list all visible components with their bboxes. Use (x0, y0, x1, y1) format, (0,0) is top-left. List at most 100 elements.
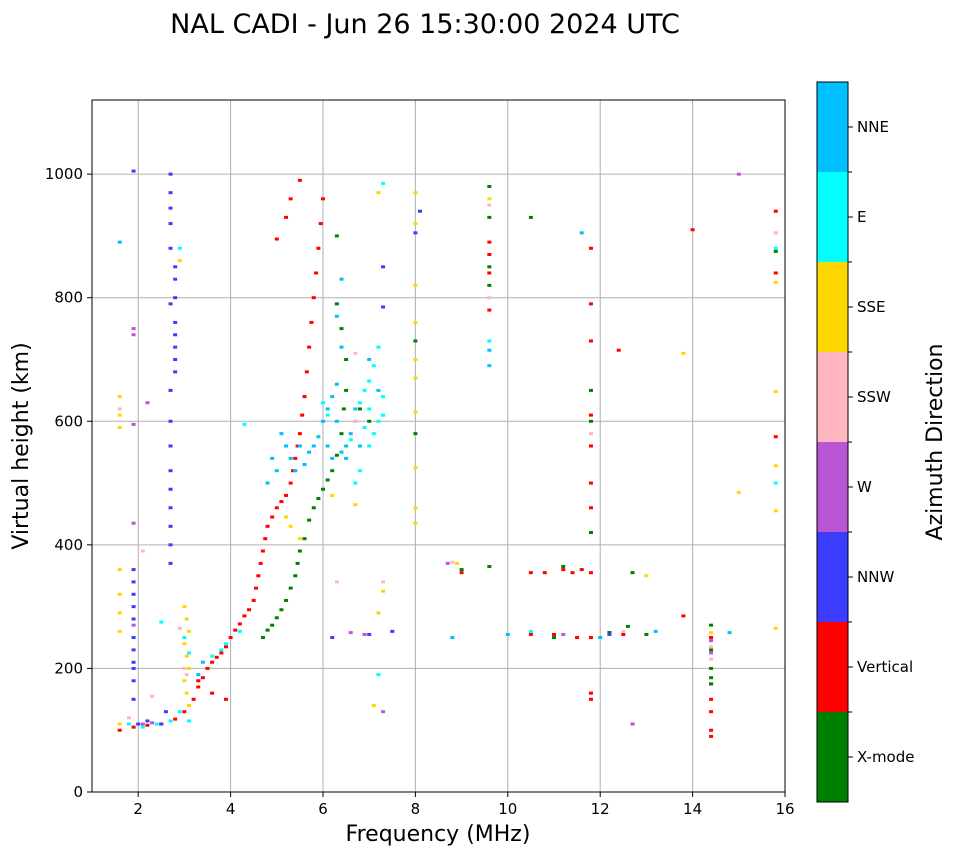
data-point-nne (344, 444, 349, 448)
data-point-vertical (588, 246, 593, 250)
data-point-sse (177, 259, 182, 263)
data-point-sse (413, 466, 418, 470)
data-point-e (126, 722, 131, 726)
data-point-w (445, 561, 450, 565)
x-axis-label: Frequency (MHz) (346, 822, 531, 847)
data-point-sse (184, 654, 189, 658)
data-point-sse (187, 704, 192, 707)
x-tick-label: 2 (133, 800, 143, 818)
data-point-x-mode (487, 564, 492, 568)
data-point-vertical (528, 632, 533, 636)
data-point-x-mode (279, 608, 284, 612)
data-point-sse (117, 629, 122, 633)
data-point-vertical (487, 308, 492, 312)
data-point-x-mode (325, 478, 330, 482)
y-tick-label: 0 (73, 783, 83, 801)
data-point-sse (773, 464, 778, 468)
colorbar-segment-nnw (817, 532, 848, 622)
data-point-nne (274, 469, 279, 473)
data-point-e (381, 395, 386, 399)
data-point-vertical (773, 209, 778, 213)
colorbar-tick-label: SSE (857, 298, 886, 316)
data-point-x-mode (334, 453, 339, 457)
data-point-sse (330, 493, 335, 497)
data-point-x-mode (260, 636, 265, 640)
data-point-vertical (200, 676, 205, 680)
data-point-w (150, 721, 155, 725)
data-point-nnw (168, 561, 173, 565)
data-point-x-mode (552, 636, 556, 640)
data-point-sse (413, 376, 418, 380)
data-point-x-mode (339, 432, 344, 436)
data-point-nnw (168, 172, 173, 176)
data-point-sse (381, 589, 386, 593)
data-point-sse (413, 191, 418, 195)
data-point-e (187, 719, 192, 723)
data-point-vertical (279, 500, 284, 504)
data-point-nnw (163, 710, 168, 714)
plot-background (92, 100, 785, 792)
data-point-sse (413, 506, 418, 510)
data-point-nnw (168, 487, 173, 491)
data-point-nne (325, 407, 330, 411)
data-point-vertical (205, 666, 210, 670)
data-point-e (321, 401, 325, 405)
data-point-sse (288, 524, 293, 528)
axis-ticks: 2 4 6 8 10 12 14 16 0 200 400 600 800 1000 (45, 165, 795, 818)
data-point-vertical (260, 549, 265, 553)
data-point-vertical (251, 598, 256, 602)
data-point-e (381, 413, 386, 417)
data-point-vertical (487, 271, 492, 275)
data-point-vertical (616, 348, 621, 352)
data-point-x-mode (487, 215, 492, 219)
data-point-nne (307, 450, 312, 454)
colorbar-tick-label: NNE (857, 118, 889, 136)
data-point-x-mode (297, 549, 302, 553)
data-point-vertical (575, 636, 580, 640)
data-point-vertical (300, 413, 305, 417)
data-point-x-mode (487, 265, 492, 269)
data-point-e (357, 401, 362, 405)
data-point-vertical (297, 178, 302, 182)
colorbar-tick-label: SSW (857, 388, 891, 406)
data-point-e (154, 722, 159, 726)
data-point-nne (505, 632, 510, 636)
data-point-vertical (237, 622, 242, 626)
data-point-w (145, 401, 150, 405)
data-point-nnw (131, 605, 136, 609)
data-point-x-mode (274, 616, 279, 620)
data-point-nnw (131, 592, 136, 596)
data-marks (117, 169, 778, 738)
x-tick-label: 12 (591, 800, 610, 818)
data-point-w (709, 639, 714, 643)
y-tick-label: 600 (54, 412, 83, 430)
data-point-nne (339, 277, 344, 281)
data-point-e (177, 710, 182, 714)
data-point-x-mode (413, 432, 418, 436)
data-point-nnw (131, 697, 136, 701)
grid-lines (92, 100, 786, 793)
data-point-nne (325, 444, 330, 448)
data-point-ssw (184, 673, 189, 677)
data-point-vertical (256, 574, 261, 578)
data-point-vertical (318, 222, 323, 226)
data-point-ssw (487, 296, 492, 300)
data-point-sse (184, 617, 189, 621)
data-point-nne (344, 456, 349, 460)
data-point-vertical (284, 215, 289, 219)
data-point-ssw (450, 560, 455, 564)
data-point-x-mode (607, 631, 612, 635)
data-point-vertical (293, 456, 298, 460)
data-point-nnw (145, 719, 150, 723)
data-point-e (367, 444, 372, 448)
data-point-vertical (588, 444, 593, 448)
data-point-nnw (168, 388, 173, 392)
data-point-vertical (709, 734, 714, 738)
data-point-x-mode (630, 571, 635, 575)
colorbar-segment-x-mode (817, 712, 848, 802)
data-point-x-mode (709, 623, 714, 627)
data-point-vertical (223, 645, 228, 649)
x-tick-label: 4 (226, 800, 236, 818)
data-point-nnw (168, 524, 173, 528)
data-point-vertical (459, 571, 464, 575)
